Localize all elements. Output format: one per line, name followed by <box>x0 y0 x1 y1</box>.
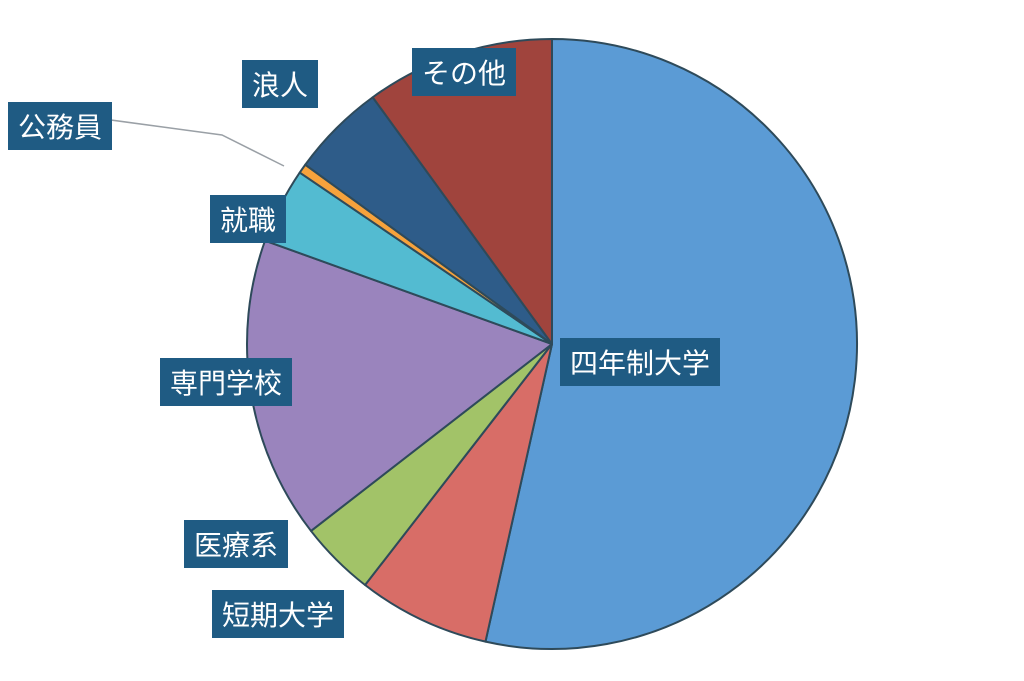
leader-line <box>96 118 284 166</box>
slice-label: 短期大学 <box>212 590 344 638</box>
slice-label: 専門学校 <box>160 358 292 406</box>
slice-label: 浪人 <box>242 60 318 108</box>
slice-label: 就職 <box>210 195 286 243</box>
pie-chart-svg <box>0 0 1024 681</box>
slice-label: 公務員 <box>8 102 112 150</box>
pie-chart-container: 四年制大学短期大学 医療系 専門学校 就職 公務員 浪人 その他 <box>0 0 1024 681</box>
slice-label: 四年制大学 <box>560 338 720 386</box>
slice-label: 医療系 <box>184 520 288 568</box>
slice-label: その他 <box>412 48 516 96</box>
